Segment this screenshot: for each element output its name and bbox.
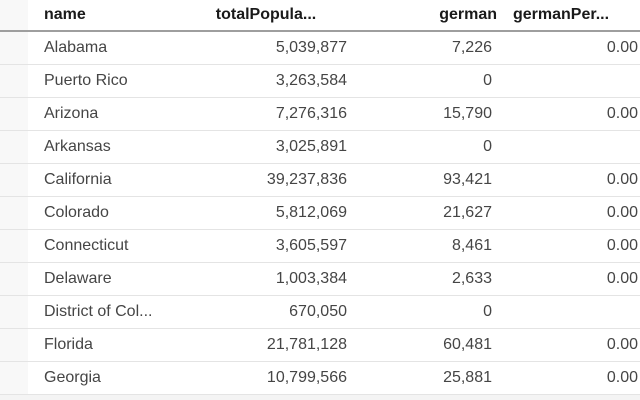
cell-totalPopulation: 5,039,877 bbox=[275, 39, 347, 56]
column-header-germanPercent[interactable]: germanPer... bbox=[513, 6, 610, 23]
cell-germanPercent: 0.00 bbox=[606, 39, 638, 56]
table-row: Arizona 7,276,316 15,790 0.00 bbox=[0, 98, 640, 131]
cell-germanPercent: 0.00 bbox=[606, 171, 638, 188]
column-header-totalPopulation[interactable]: totalPopula... bbox=[215, 6, 317, 23]
row-number-gutter bbox=[0, 98, 28, 130]
cell-germanPercent: 0.00 bbox=[606, 237, 638, 254]
column-header-german[interactable]: german bbox=[439, 6, 497, 23]
cell-totalPopulation: 5,812,069 bbox=[275, 204, 347, 221]
cell-totalPopulation: 21,781,128 bbox=[266, 336, 347, 353]
cell-germanPercent bbox=[497, 65, 640, 97]
cell-name: Connecticut bbox=[44, 237, 129, 254]
cell-name: California bbox=[44, 171, 112, 188]
cell-name: Arizona bbox=[44, 105, 99, 122]
table-row: Delaware 1,003,384 2,633 0.00 bbox=[0, 263, 640, 296]
table-row: District of Col... 670,050 0 bbox=[0, 296, 640, 329]
table-row: Puerto Rico 3,263,584 0 bbox=[0, 65, 640, 98]
cell-german: 21,627 bbox=[443, 204, 492, 221]
table-row: Connecticut 3,605,597 8,461 0.00 bbox=[0, 230, 640, 263]
cell-totalPopulation: 3,025,891 bbox=[275, 138, 347, 155]
cell-german: 8,461 bbox=[451, 237, 492, 254]
table-row: Alabama 5,039,877 7,226 0.00 bbox=[0, 32, 640, 65]
cell-german: 2,633 bbox=[451, 270, 492, 287]
cell-germanPercent: 0.00 bbox=[606, 105, 638, 122]
cell-german: 60,481 bbox=[443, 336, 492, 353]
row-number-gutter-header bbox=[0, 0, 28, 30]
cell-totalPopulation: 10,799,566 bbox=[266, 369, 347, 386]
cell-name: Puerto Rico bbox=[44, 72, 128, 89]
cell-german: 0 bbox=[483, 303, 492, 320]
row-number-gutter bbox=[0, 32, 28, 64]
row-number-gutter bbox=[0, 164, 28, 196]
cell-name: Florida bbox=[44, 336, 93, 353]
cell-name: Georgia bbox=[44, 369, 101, 386]
table-row: Arkansas 3,025,891 0 bbox=[0, 131, 640, 164]
cell-name: Delaware bbox=[44, 270, 112, 287]
table-row: Florida 21,781,128 60,481 0.00 bbox=[0, 329, 640, 362]
row-number-gutter bbox=[0, 296, 28, 328]
row-number-gutter bbox=[0, 329, 28, 361]
table-row: Georgia 10,799,566 25,881 0.00 bbox=[0, 362, 640, 395]
column-header-name[interactable]: name bbox=[44, 6, 86, 23]
cell-name: Alabama bbox=[44, 39, 108, 56]
cell-totalPopulation: 1,003,384 bbox=[275, 270, 347, 287]
row-number-gutter bbox=[0, 65, 28, 97]
row-number-gutter bbox=[0, 230, 28, 262]
table-header-row: name totalPopula... german germanPer... bbox=[0, 0, 640, 32]
cell-germanPercent: 0.00 bbox=[606, 369, 638, 386]
cell-germanPercent: 0.00 bbox=[606, 336, 638, 353]
cell-germanPercent bbox=[497, 296, 640, 328]
cell-name: Colorado bbox=[44, 204, 109, 221]
table-row: California 39,237,836 93,421 0.00 bbox=[0, 164, 640, 197]
cell-german: 15,790 bbox=[443, 105, 492, 122]
cell-germanPercent: 0.00 bbox=[606, 204, 638, 221]
cell-german: 25,881 bbox=[443, 369, 492, 386]
cell-german: 7,226 bbox=[451, 39, 492, 56]
cell-totalPopulation: 7,276,316 bbox=[275, 105, 347, 122]
cell-totalPopulation: 39,237,836 bbox=[266, 171, 347, 188]
table-row: Colorado 5,812,069 21,627 0.00 bbox=[0, 197, 640, 230]
cell-german: 93,421 bbox=[443, 171, 492, 188]
cell-totalPopulation: 3,605,597 bbox=[275, 237, 347, 254]
cell-germanPercent bbox=[497, 131, 640, 163]
cell-germanPercent: 0.00 bbox=[606, 270, 638, 287]
cell-german: 0 bbox=[483, 138, 492, 155]
cell-name: District of Col... bbox=[44, 303, 153, 320]
cell-german: 0 bbox=[483, 72, 492, 89]
row-number-gutter bbox=[0, 362, 28, 394]
cell-totalPopulation: 3,263,584 bbox=[275, 72, 347, 89]
row-number-gutter bbox=[0, 197, 28, 229]
table-body: Alabama 5,039,877 7,226 0.00 Puerto Rico 3,26… bbox=[0, 32, 640, 395]
row-number-gutter bbox=[0, 131, 28, 163]
horizontal-scrollbar-track[interactable] bbox=[0, 395, 640, 400]
cell-name: Arkansas bbox=[44, 138, 111, 155]
cell-totalPopulation: 670,050 bbox=[289, 303, 347, 320]
row-number-gutter bbox=[0, 263, 28, 295]
